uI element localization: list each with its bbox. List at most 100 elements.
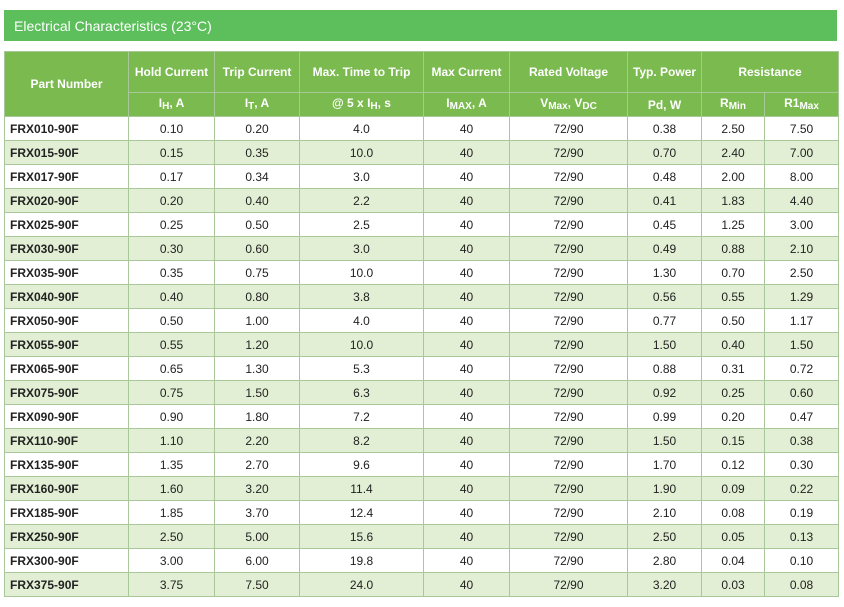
cell-time-to-trip: 6.3 [299, 380, 424, 405]
table-row: FRX020-90F 0.20 0.40 2.2 40 72/90 0.41 1.83 4.40 [4, 188, 839, 213]
cell-max-current: 40 [423, 524, 510, 549]
cell-max-current: 40 [423, 284, 510, 309]
cell-time-to-trip: 7.2 [299, 404, 424, 429]
cell-r-min: 0.20 [701, 404, 765, 429]
table-row: FRX160-90F 1.60 3.20 11.4 40 72/90 1.90 0.09 0.2… [4, 476, 839, 501]
cell-trip-current: 6.00 [214, 548, 300, 573]
cell-rated-voltage: 72/90 [509, 476, 628, 501]
header-typ-power: Typ. Power [627, 51, 702, 93]
cell-r1-max: 8.00 [764, 164, 839, 189]
cell-hold-current: 3.75 [128, 572, 215, 597]
cell-hold-current: 0.15 [128, 140, 215, 165]
cell-part-number: FRX020-90F [4, 188, 129, 213]
unit-time-to-trip: @ 5 x IH, s [299, 92, 424, 117]
cell-part-number: FRX160-90F [4, 476, 129, 501]
cell-part-number: FRX030-90F [4, 236, 129, 261]
cell-typ-power: 2.10 [627, 500, 702, 525]
header-max-time-to-trip: Max. Time to Trip [299, 51, 424, 93]
cell-max-current: 40 [423, 380, 510, 405]
cell-rated-voltage: 72/90 [509, 332, 628, 357]
cell-typ-power: 0.41 [627, 188, 702, 213]
cell-part-number: FRX055-90F [4, 332, 129, 357]
cell-r1-max: 0.72 [764, 356, 839, 381]
unit-trip-current: IT, A [214, 92, 300, 117]
electrical-characteristics-table: Part Number Hold Current Trip Current Ma… [4, 51, 839, 597]
cell-part-number: FRX015-90F [4, 140, 129, 165]
cell-r-min: 0.15 [701, 428, 765, 453]
cell-hold-current: 1.85 [128, 500, 215, 525]
cell-time-to-trip: 8.2 [299, 428, 424, 453]
cell-time-to-trip: 11.4 [299, 476, 424, 501]
cell-part-number: FRX065-90F [4, 356, 129, 381]
cell-r-min: 0.50 [701, 308, 765, 333]
table-row: FRX050-90F 0.50 1.00 4.0 40 72/90 0.77 0.50 1.17 [4, 308, 839, 333]
cell-max-current: 40 [423, 212, 510, 237]
cell-typ-power: 0.70 [627, 140, 702, 165]
cell-r1-max: 0.47 [764, 404, 839, 429]
cell-rated-voltage: 72/90 [509, 188, 628, 213]
table-row: FRX030-90F 0.30 0.60 3.0 40 72/90 0.49 0.88 2.10 [4, 236, 839, 261]
cell-r1-max: 0.30 [764, 452, 839, 477]
cell-max-current: 40 [423, 548, 510, 573]
header-trip-current: Trip Current [214, 51, 300, 93]
cell-r-min: 1.83 [701, 188, 765, 213]
cell-trip-current: 1.00 [214, 308, 300, 333]
cell-typ-power: 0.49 [627, 236, 702, 261]
cell-trip-current: 1.30 [214, 356, 300, 381]
cell-r-min: 0.08 [701, 500, 765, 525]
cell-hold-current: 0.40 [128, 284, 215, 309]
cell-max-current: 40 [423, 260, 510, 285]
cell-time-to-trip: 3.8 [299, 284, 424, 309]
cell-max-current: 40 [423, 428, 510, 453]
cell-r1-max: 0.10 [764, 548, 839, 573]
header-max-current: Max Current [423, 51, 510, 93]
cell-trip-current: 7.50 [214, 572, 300, 597]
cell-r-min: 0.40 [701, 332, 765, 357]
cell-typ-power: 1.50 [627, 332, 702, 357]
cell-max-current: 40 [423, 356, 510, 381]
cell-time-to-trip: 24.0 [299, 572, 424, 597]
cell-trip-current: 3.70 [214, 500, 300, 525]
table-row: FRX017-90F 0.17 0.34 3.0 40 72/90 0.48 2.00 8.00 [4, 164, 839, 189]
cell-r1-max: 0.60 [764, 380, 839, 405]
cell-trip-current: 0.60 [214, 236, 300, 261]
cell-rated-voltage: 72/90 [509, 236, 628, 261]
cell-typ-power: 1.70 [627, 452, 702, 477]
cell-part-number: FRX090-90F [4, 404, 129, 429]
unit-typ-power: Pd, W [627, 92, 702, 117]
cell-r-min: 0.12 [701, 452, 765, 477]
cell-max-current: 40 [423, 332, 510, 357]
cell-part-number: FRX075-90F [4, 380, 129, 405]
cell-rated-voltage: 72/90 [509, 164, 628, 189]
cell-r1-max: 3.00 [764, 212, 839, 237]
cell-part-number: FRX040-90F [4, 284, 129, 309]
cell-rated-voltage: 72/90 [509, 548, 628, 573]
cell-hold-current: 3.00 [128, 548, 215, 573]
cell-trip-current: 2.70 [214, 452, 300, 477]
cell-part-number: FRX185-90F [4, 500, 129, 525]
table-row: FRX250-90F 2.50 5.00 15.6 40 72/90 2.50 0.05 0.1… [4, 524, 839, 549]
cell-r-min: 0.05 [701, 524, 765, 549]
cell-r-min: 0.03 [701, 572, 765, 597]
cell-max-current: 40 [423, 236, 510, 261]
cell-time-to-trip: 2.2 [299, 188, 424, 213]
cell-trip-current: 0.35 [214, 140, 300, 165]
cell-rated-voltage: 72/90 [509, 572, 628, 597]
table-row: FRX035-90F 0.35 0.75 10.0 40 72/90 1.30 0.70 2.5… [4, 260, 839, 285]
cell-time-to-trip: 10.0 [299, 260, 424, 285]
cell-r1-max: 0.22 [764, 476, 839, 501]
cell-max-current: 40 [423, 500, 510, 525]
cell-r-min: 0.09 [701, 476, 765, 501]
cell-typ-power: 2.50 [627, 524, 702, 549]
table-row: FRX090-90F 0.90 1.80 7.2 40 72/90 0.99 0.20 0.47 [4, 404, 839, 429]
cell-part-number: FRX135-90F [4, 452, 129, 477]
cell-rated-voltage: 72/90 [509, 356, 628, 381]
cell-typ-power: 0.92 [627, 380, 702, 405]
cell-r1-max: 1.50 [764, 332, 839, 357]
cell-hold-current: 0.17 [128, 164, 215, 189]
cell-typ-power: 0.56 [627, 284, 702, 309]
cell-trip-current: 0.34 [214, 164, 300, 189]
table-row: FRX300-90F 3.00 6.00 19.8 40 72/90 2.80 0.04 0.1… [4, 548, 839, 573]
cell-hold-current: 2.50 [128, 524, 215, 549]
cell-time-to-trip: 12.4 [299, 500, 424, 525]
